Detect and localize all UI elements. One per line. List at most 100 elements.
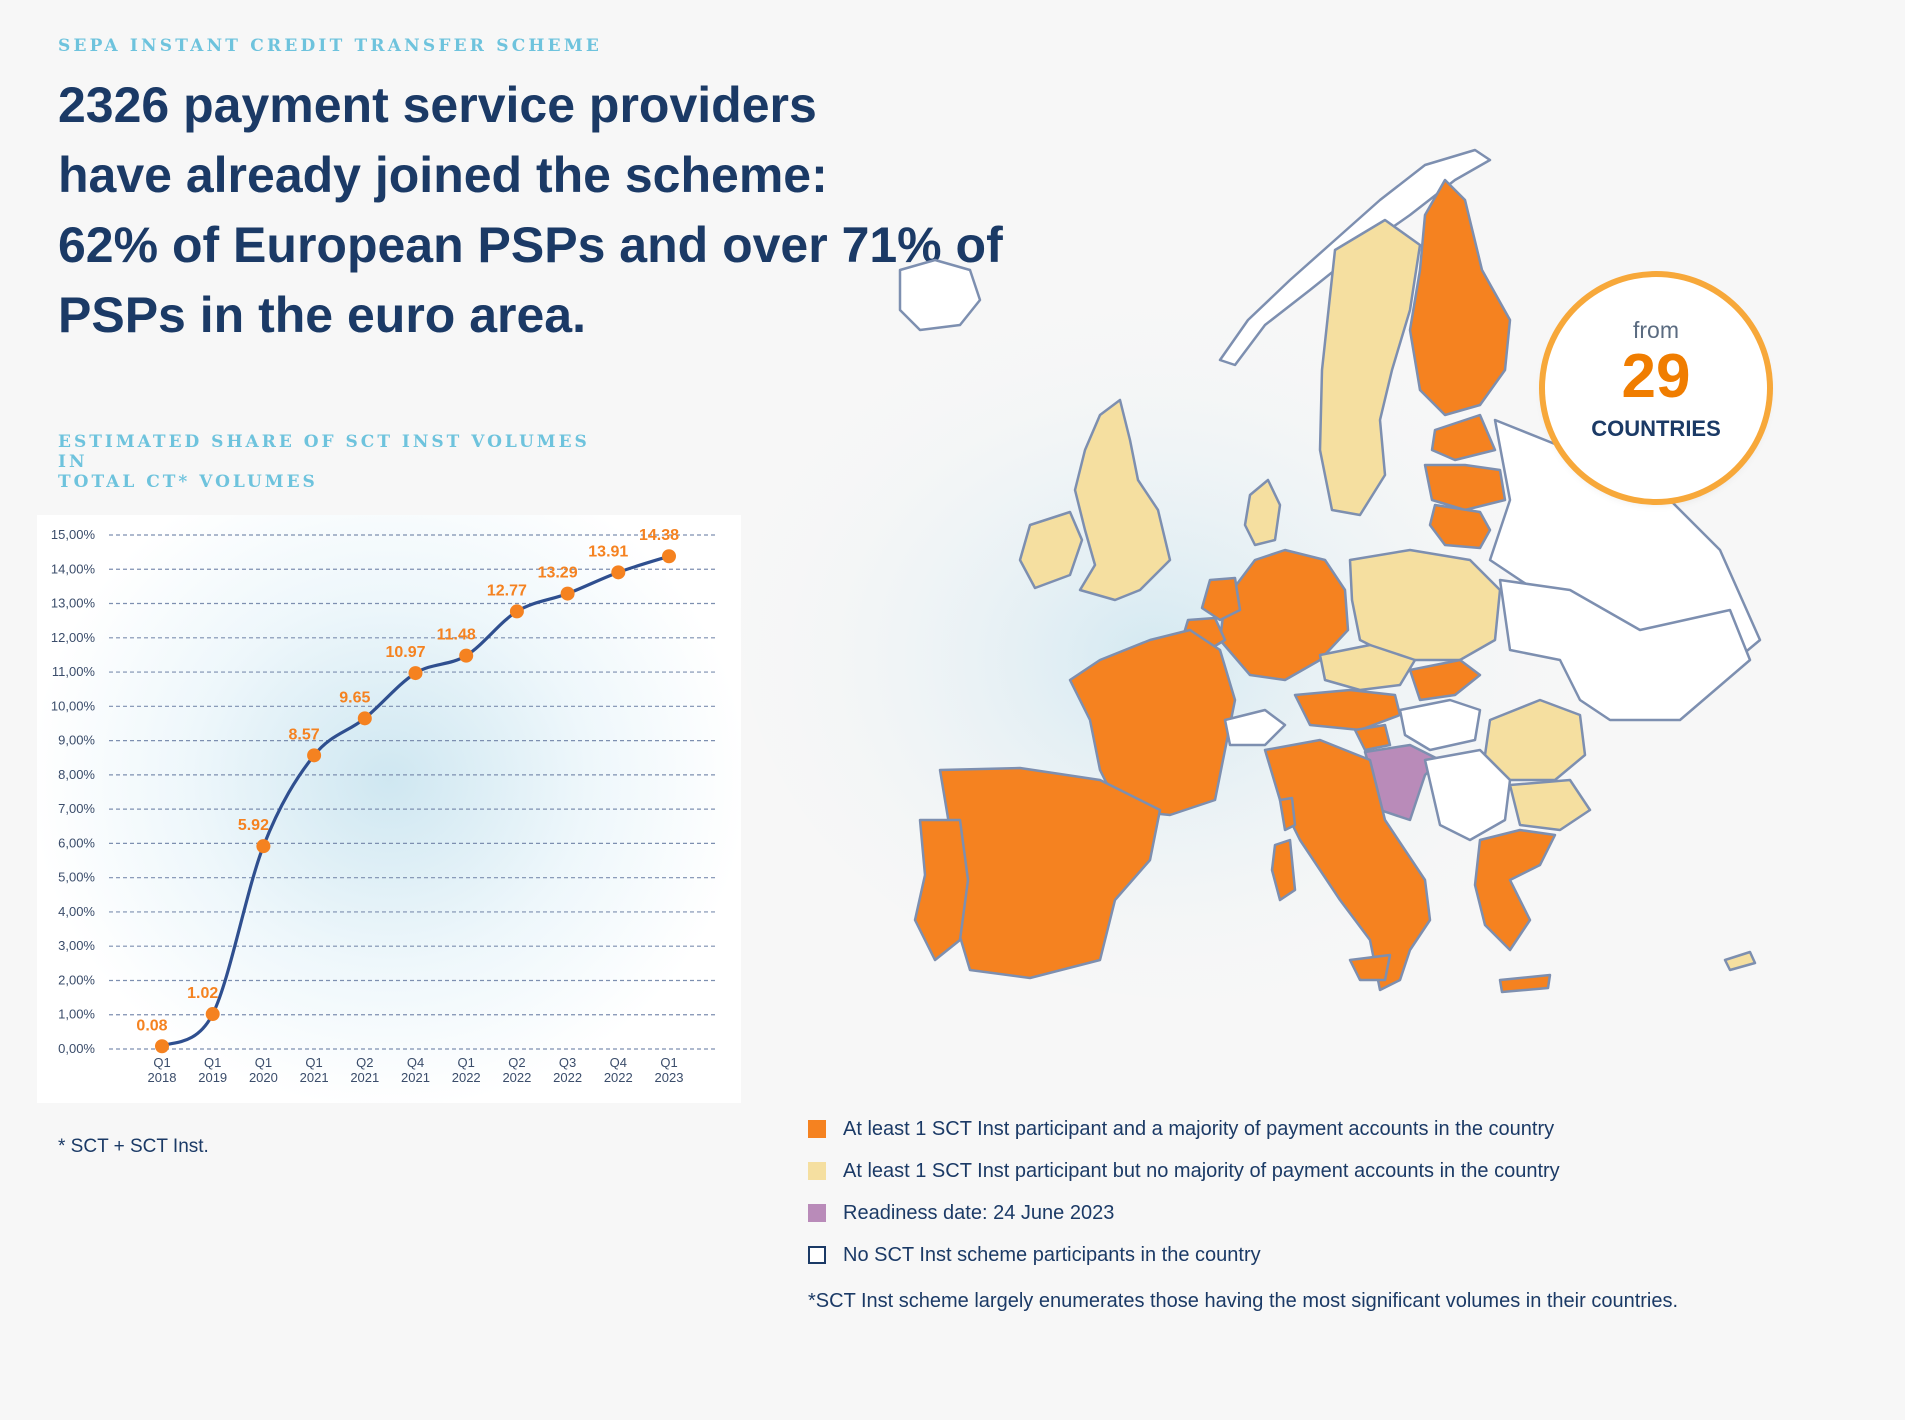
legend-item-readiness: Readiness date: 24 June 2023 (808, 1192, 1808, 1234)
headline-line-4: PSPs in the euro area. (58, 287, 586, 343)
country-denmark (1243, 478, 1282, 547)
data-point (459, 648, 474, 663)
chart-card: 0,00% 1,00% 2,00% 3,00% 4,00% 5,00% 6,00% 7,00%… (37, 515, 741, 1103)
country-switzerland (1223, 708, 1287, 747)
country-ireland (1018, 510, 1084, 590)
data-label: 8.57 (289, 726, 320, 743)
country-sicily (1348, 953, 1392, 982)
country-uk (1073, 398, 1172, 602)
map-outlines (898, 148, 1762, 994)
country-italy (1263, 738, 1432, 992)
x-tick-label: 2022 (502, 1070, 531, 1085)
y-tick-label: 15,00% (51, 527, 96, 542)
country-slovakia (1408, 658, 1482, 702)
legend-label-none: No SCT Inst scheme participants in the c… (843, 1243, 1261, 1266)
country-estonia (1430, 413, 1497, 462)
country-iceland (898, 258, 982, 332)
x-tick-label: Q1 (660, 1055, 677, 1070)
y-tick-label: 2,00% (58, 972, 95, 987)
country-corsica (1278, 796, 1297, 832)
country-finland (1408, 178, 1512, 417)
line-chart: 0,00% 1,00% 2,00% 3,00% 4,00% 5,00% 6,00% 7,00%… (51, 527, 717, 1085)
data-label: 11.48 (437, 627, 476, 644)
data-point (509, 604, 524, 619)
country-sardinia (1270, 838, 1297, 902)
x-tick-label: Q4 (407, 1055, 424, 1070)
country-ukraine (1498, 578, 1752, 722)
eyebrow-title: SEPA INSTANT CREDIT TRANSFER SCHEME (58, 36, 603, 56)
headline-line-1: 2326 payment service providers (58, 77, 817, 133)
country-czechia (1318, 643, 1417, 692)
y-tick-label: 10,00% (51, 698, 96, 713)
x-tick-label: Q1 (153, 1055, 170, 1070)
legend-swatch-minority (808, 1162, 826, 1180)
data-point (256, 839, 271, 854)
data-point (560, 586, 575, 601)
x-tick-label: Q1 (255, 1055, 272, 1070)
legend-label-majority: At least 1 SCT Inst participant and a ma… (843, 1117, 1555, 1140)
country-netherlands (1200, 576, 1242, 622)
legend-label-readiness: Readiness date: 24 June 2023 (843, 1201, 1115, 1224)
country-slovenia (1353, 723, 1392, 752)
x-tick-label: Q2 (508, 1055, 525, 1070)
y-tick-label: 12,00% (51, 630, 96, 645)
headline: 2326 payment service providers have alre… (58, 70, 1018, 350)
country-france (1068, 628, 1237, 817)
x-tick-label: 2021 (300, 1070, 329, 1085)
x-tick-label: 2018 (148, 1070, 177, 1085)
y-tick-label: 8,00% (58, 767, 95, 782)
x-tick-label: Q1 (305, 1055, 322, 1070)
country-lithuania (1428, 503, 1492, 550)
data-point (205, 1007, 220, 1022)
x-tick-label: 2022 (553, 1070, 582, 1085)
data-point (155, 1039, 169, 1054)
x-tick-label: 2021 (350, 1070, 379, 1085)
x-tick-label: 2022 (452, 1070, 481, 1085)
legend-item-none: No SCT Inst scheme participants in the c… (808, 1234, 1808, 1276)
badge-from: from (1633, 317, 1679, 343)
y-tick-label: 5,00% (58, 870, 95, 885)
country-portugal (913, 818, 970, 962)
country-crete (1498, 973, 1552, 994)
data-label: 9.65 (339, 689, 370, 706)
country-latvia (1423, 463, 1507, 512)
data-label: 1.02 (187, 985, 218, 1002)
chart-title-line-1: ESTIMATED SHARE OF SCT INST VOLUMES IN (58, 432, 590, 472)
country-norway (1218, 148, 1492, 367)
headline-line-2: have already joined the scheme: (58, 147, 828, 203)
map-note: *SCT Inst scheme largely enumerates thos… (808, 1290, 1679, 1312)
series-line (161, 554, 670, 1048)
data-label: 10.97 (385, 644, 425, 661)
legend-label-minority: At least 1 SCT Inst participant but no m… (843, 1159, 1560, 1182)
headline-line-3: 62% of European PSPs and over 71% of (58, 217, 1003, 273)
country-greece (1473, 828, 1557, 952)
x-tick-label: 2021 (401, 1070, 430, 1085)
y-tick-label: 13,00% (51, 596, 96, 611)
data-point (357, 711, 372, 726)
x-tick-label: 2020 (249, 1070, 278, 1085)
chart-title-line-2: TOTAL CT* VOLUMES (58, 472, 318, 492)
country-sweden (1318, 218, 1422, 517)
y-tick-label: 0,00% (58, 1041, 95, 1056)
y-tick-label: 7,00% (58, 801, 95, 816)
data-label: 14.38 (639, 527, 679, 544)
country-poland (1348, 548, 1502, 662)
legend-item-majority: At least 1 SCT Inst participant and a ma… (808, 1108, 1808, 1150)
y-tick-label: 11,00% (52, 664, 96, 679)
x-tick-label: 2022 (604, 1070, 633, 1085)
country-bulgaria (1508, 778, 1592, 832)
badge-number: 29 (1621, 342, 1691, 411)
y-tick-label: 3,00% (58, 938, 95, 953)
europe-map: .mj { fill: #f58220; } .mn { fill: #f5df… (720, 120, 1820, 1040)
countries-badge: from 29 COUNTRIES (1545, 277, 1767, 499)
europe-map-svg: .mj { fill: #f58220; } .mn { fill: #f5df… (740, 148, 1762, 1000)
x-tick-label: Q4 (610, 1055, 627, 1070)
legend-swatch-majority (808, 1120, 826, 1138)
data-point (662, 549, 676, 564)
y-tick-label: 4,00% (58, 904, 95, 919)
data-point (611, 565, 626, 580)
y-tick-label: 1,00% (58, 1007, 95, 1022)
x-tick-label: Q1 (204, 1055, 221, 1070)
data-label: 12.77 (487, 582, 527, 599)
data-label: 5.92 (238, 817, 269, 834)
